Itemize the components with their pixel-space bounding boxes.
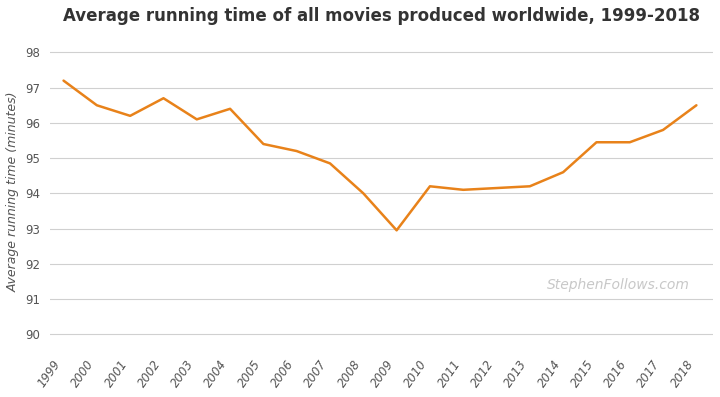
Text: StephenFollows.com: StephenFollows.com	[547, 278, 690, 292]
Y-axis label: Average running time (minutes): Average running time (minutes)	[7, 91, 20, 292]
Title: Average running time of all movies produced worldwide, 1999-2018: Average running time of all movies produ…	[63, 7, 700, 25]
